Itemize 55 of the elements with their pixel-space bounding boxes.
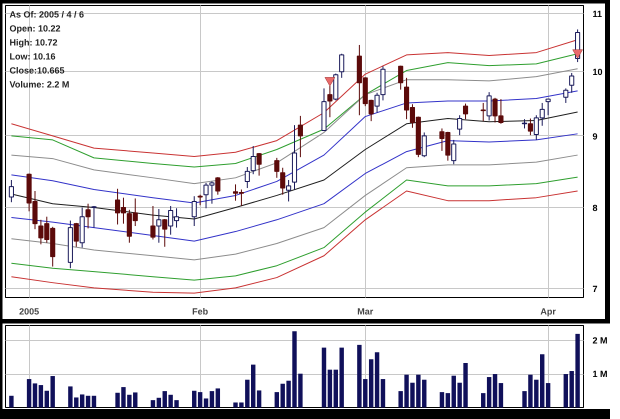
candlestick (451, 139, 456, 165)
x-tick-label: Feb (192, 306, 209, 316)
candlestick (280, 167, 286, 196)
candlestick (256, 152, 262, 176)
candlestick (74, 222, 79, 248)
line-series (10, 68, 578, 184)
candlestick (298, 115, 303, 158)
candlestick (192, 196, 197, 227)
annotation: As Of: 2005 / 4 / 6 (10, 10, 84, 20)
candlestick (374, 92, 380, 114)
candlestick (522, 118, 528, 129)
candlestick (546, 98, 551, 116)
candlestick (8, 179, 14, 203)
candlestick (198, 194, 203, 206)
y-tick-label: 10 (592, 67, 603, 78)
annotation: Open: 10.22 (10, 24, 61, 34)
candlestick (162, 218, 168, 248)
candlestick (528, 118, 533, 136)
candlestick (480, 102, 486, 122)
candlestick (215, 176, 220, 196)
annotation: Volume: 2.2 M (10, 80, 70, 90)
candlestick (339, 53, 344, 78)
candlestick (156, 208, 162, 244)
candlestick (486, 92, 492, 121)
x-tick-label: 2005 (19, 306, 40, 316)
candlestick (91, 205, 97, 228)
candlestick (286, 179, 292, 202)
line-series (10, 133, 578, 242)
candlestick (569, 72, 574, 94)
candlestick (274, 157, 280, 178)
line-series (10, 176, 578, 281)
candlestick (398, 65, 404, 90)
candlestick (86, 203, 91, 229)
annotation: Close:10.665 (10, 66, 65, 76)
annotation: Low: 10.16 (10, 52, 56, 62)
candlestick (327, 85, 332, 118)
candlestick (150, 205, 156, 240)
candlestick (250, 146, 256, 175)
candlestick (422, 132, 427, 158)
y-tick-label: 9 (592, 131, 598, 142)
line-series (10, 190, 578, 294)
candlestick (563, 88, 568, 104)
bar (9, 396, 14, 408)
y-tick-label: 1 M (592, 369, 608, 380)
candlestick (462, 103, 468, 120)
y-tick-label: 2 M (592, 336, 608, 346)
annotation: High: 10.72 (10, 38, 58, 48)
line-series (10, 154, 578, 260)
y-tick-label: 8 (592, 203, 598, 213)
y-tick-label: 7 (592, 284, 598, 294)
x-tick-label: Apr (540, 306, 556, 316)
x-tick-label: Mar (357, 306, 374, 316)
candlestick (244, 166, 250, 189)
y-tick-label: 11 (592, 9, 602, 20)
candlestick (457, 114, 462, 136)
